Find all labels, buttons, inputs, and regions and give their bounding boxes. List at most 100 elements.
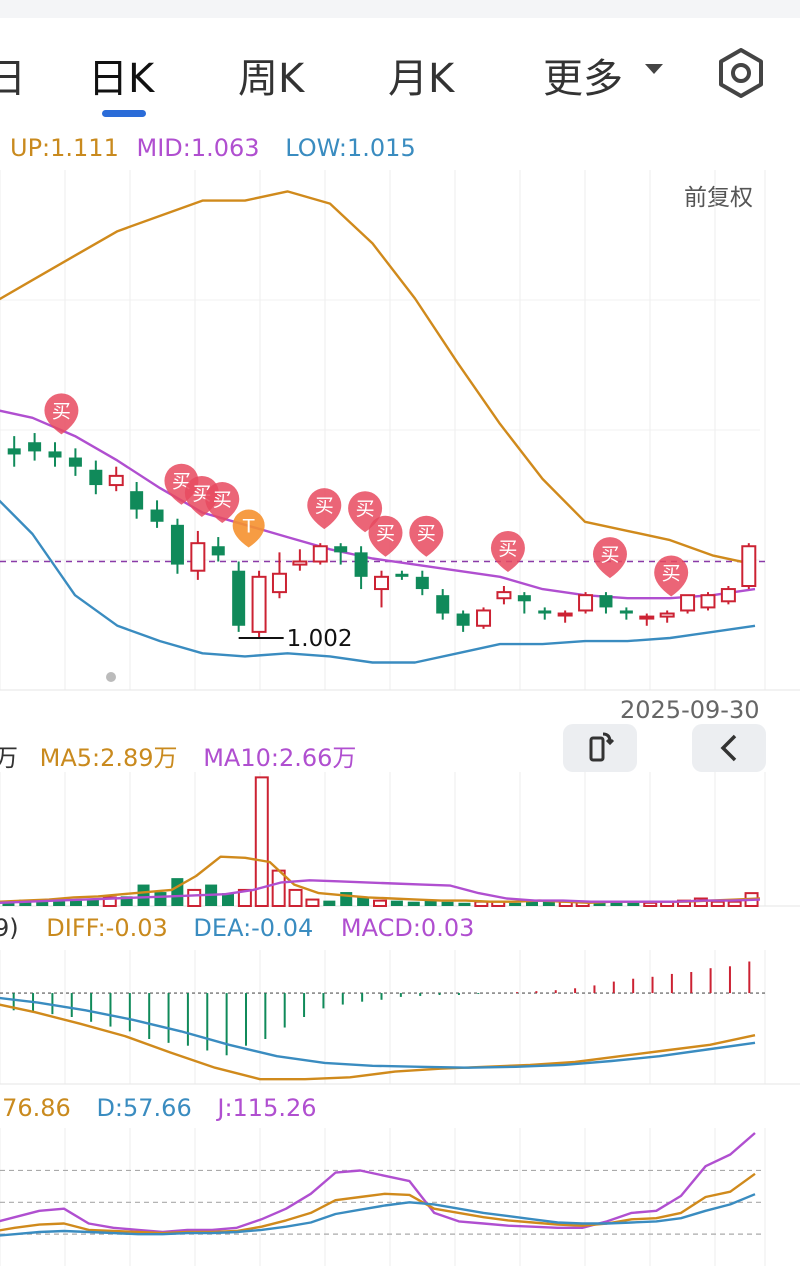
buy-marker xyxy=(654,555,689,597)
buy-marker xyxy=(205,482,240,524)
candle-down xyxy=(456,613,470,626)
volume-bar xyxy=(593,902,606,906)
volume-bar xyxy=(288,888,303,907)
volume-bar xyxy=(137,884,150,906)
volume-bar xyxy=(458,902,471,906)
candle-up xyxy=(312,545,328,563)
volume-bar xyxy=(357,897,370,906)
boll-mid-value: MID:1.063 xyxy=(136,134,260,162)
kdj-k-line xyxy=(0,1172,756,1235)
tab-more[interactable]: 更多 xyxy=(543,56,623,102)
kdj-d-line xyxy=(0,1193,756,1237)
volume-ma5-value: MA5:2.89万 xyxy=(39,744,178,772)
kdj-d-value: D:57.66 xyxy=(96,1094,192,1122)
candle-up xyxy=(374,575,389,591)
candle-down xyxy=(170,524,184,565)
boll-legend: UP:1.111 MID:1.063 LOW:1.015 xyxy=(10,134,416,162)
buy-marker xyxy=(409,515,444,557)
volume-bar xyxy=(254,776,269,907)
candle-up xyxy=(476,609,492,627)
candle-up xyxy=(578,594,594,612)
candle-down xyxy=(68,457,82,467)
candle-down xyxy=(354,552,368,577)
candle-down xyxy=(48,451,62,458)
buy-marker-label: 买 xyxy=(376,523,395,545)
macd-dea-value: DEA:-0.04 xyxy=(193,914,314,942)
candle-up xyxy=(271,572,287,594)
candle-down xyxy=(517,595,531,602)
volume-bar xyxy=(70,900,82,906)
macd-diff-line xyxy=(0,1003,756,1081)
gear-icon[interactable] xyxy=(716,48,766,98)
volume-bar xyxy=(627,901,640,906)
buy-marker-label: 买 xyxy=(662,562,681,584)
tab-month-k[interactable]: 月K xyxy=(388,56,455,102)
candle-down xyxy=(211,546,225,556)
macd-macd-value: MACD:0.03 xyxy=(340,914,475,942)
low-annotation-label: 1.002 xyxy=(287,626,353,652)
volume-bar xyxy=(424,900,437,906)
candle-down xyxy=(232,570,246,626)
volume-bar xyxy=(86,899,99,906)
candle-up xyxy=(720,588,736,603)
candle-up xyxy=(557,612,573,617)
candle-up xyxy=(659,612,675,618)
rotate-icon xyxy=(589,732,615,762)
buy-marker-label: 买 xyxy=(356,498,375,520)
tab-day-k[interactable]: 日K xyxy=(88,56,155,102)
volume-ma5-line xyxy=(0,855,761,904)
boll-up-line xyxy=(0,190,756,566)
buy-marker xyxy=(592,537,627,579)
candle-down xyxy=(130,491,144,510)
boll-up-value: UP:1.111 xyxy=(10,134,119,162)
volume-bar xyxy=(323,900,336,906)
candle-down xyxy=(7,448,21,455)
candle-up xyxy=(251,575,267,633)
collapse-button[interactable] xyxy=(692,724,766,772)
rotate-button[interactable] xyxy=(563,724,637,772)
candle-down xyxy=(436,595,450,614)
volume-bar xyxy=(271,869,286,908)
tab-week-k[interactable]: 周K xyxy=(238,56,305,102)
candle-down xyxy=(619,610,633,614)
caret-down-icon[interactable] xyxy=(645,64,663,74)
date-label: 2025-09-30 xyxy=(620,696,760,724)
volume-bar xyxy=(120,896,133,906)
candle-up xyxy=(700,594,716,609)
volume-bar xyxy=(509,902,522,906)
pager-dot xyxy=(106,672,116,682)
boll-low-line xyxy=(0,499,756,664)
volume-partial: 万 xyxy=(0,744,18,772)
tab-partial[interactable]: 日 xyxy=(0,56,26,102)
t-marker xyxy=(232,509,265,548)
buy-marker xyxy=(44,393,79,435)
volume-bar xyxy=(643,901,658,907)
volume-bar xyxy=(222,893,234,906)
volume-ma10-value: MA10:2.66万 xyxy=(203,744,357,772)
volume-bar xyxy=(727,900,742,907)
kdj-k-value: :76.86 xyxy=(0,1094,71,1122)
volume-bar xyxy=(610,901,623,906)
buy-marker xyxy=(368,515,403,557)
candle-down xyxy=(150,509,164,522)
candle-down xyxy=(415,576,429,590)
status-bar-strip xyxy=(0,0,800,18)
buy-marker-label: 买 xyxy=(417,523,436,545)
buy-marker xyxy=(307,488,342,530)
active-tab-indicator xyxy=(102,110,146,117)
macd-legend: 9) DIFF:-0.03 DEA:-0.04 MACD:0.03 xyxy=(0,914,474,942)
volume-bar xyxy=(390,900,403,906)
macd-dea-line xyxy=(0,996,756,1069)
candle-up xyxy=(496,591,512,600)
candle-down xyxy=(599,595,613,608)
buy-marker-label: 买 xyxy=(52,400,71,422)
candle-down xyxy=(395,573,409,577)
kdj-j-line xyxy=(0,1132,756,1234)
volume-bar xyxy=(710,900,725,907)
candle-up xyxy=(108,474,124,487)
volume-bar xyxy=(305,898,320,907)
adjust-mode-label[interactable]: 前复权 xyxy=(684,185,753,211)
macd-diff-value: DIFF:-0.03 xyxy=(46,914,168,942)
candle-up xyxy=(639,615,655,620)
